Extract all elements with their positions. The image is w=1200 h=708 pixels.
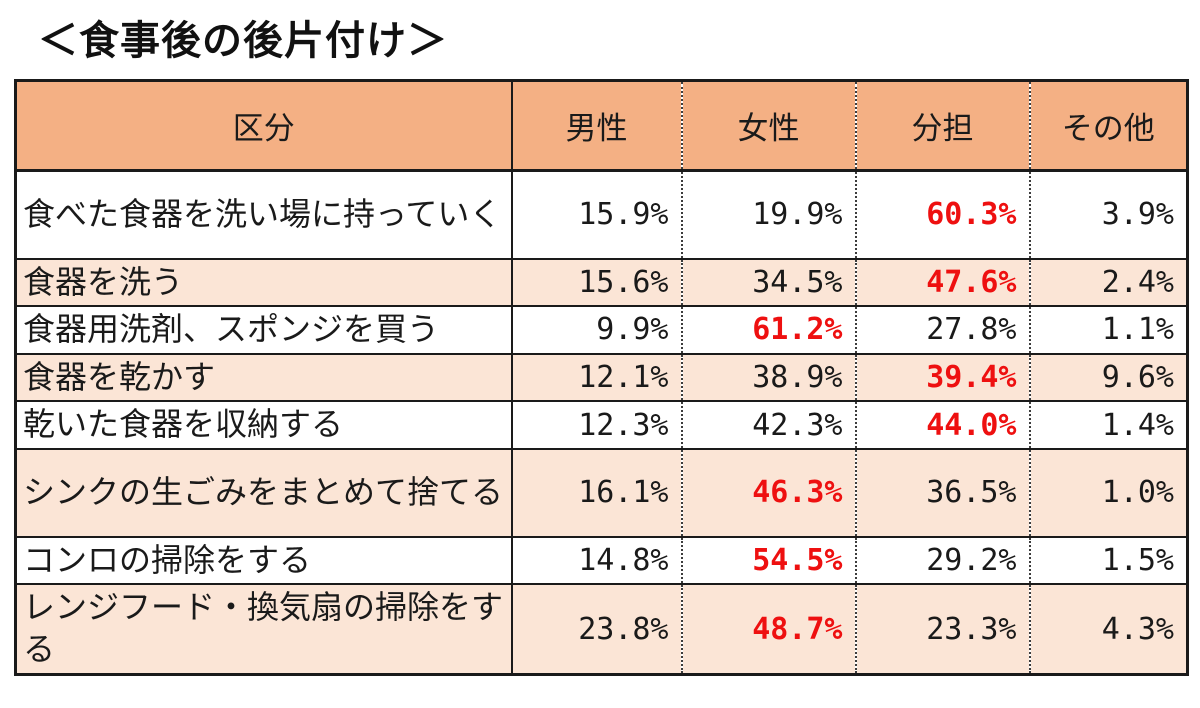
table-row: 食器を洗う 15.6% 34.5% 47.6% 2.4% [15, 257, 1188, 308]
row-label: コンロの掃除をする [15, 535, 512, 586]
value-cell: 34.5% [680, 257, 856, 308]
table-header: 区分 男性 女性 分担 その他 [15, 79, 1188, 172]
value-cell: 15.6% [510, 257, 682, 308]
table-row: 乾いた食器を収納する 12.3% 42.3% 44.0% 1.4% [15, 400, 1188, 450]
value-cell: 19.9% [680, 169, 856, 260]
value-cell-highlighted: 39.4% [854, 352, 1030, 403]
value-cell: 38.9% [680, 352, 856, 403]
value-cell: 14.8% [510, 535, 682, 586]
value-cell: 9.9% [510, 305, 682, 355]
value-cell-highlighted: 47.6% [854, 257, 1030, 308]
value-cell-highlighted: 60.3% [854, 169, 1030, 260]
table-row: シンクの生ごみをまとめて捨てる 16.1% 46.3% 36.5% 1.0% [15, 447, 1188, 538]
value-cell: 36.5% [854, 447, 1030, 538]
table-body: 食べた食器を洗い場に持っていく 15.9% 19.9% 60.3% 3.9% 食器を洗う 1… [15, 169, 1188, 676]
value-cell: 29.2% [854, 535, 1030, 586]
survey-table: 区分 男性 女性 分担 その他 食べた食器を洗い場に持っていく 15.9% 19.9… [14, 79, 1189, 676]
value-cell-highlighted: 54.5% [680, 535, 856, 586]
value-cell: 1.4% [1028, 400, 1188, 450]
value-cell: 2.4% [1028, 257, 1188, 308]
page-title: ＜食事後の後片付け＞ [38, 19, 448, 63]
table-row: 食器用洗剤、スポンジを買う 9.9% 61.2% 27.8% 1.1% [15, 305, 1188, 355]
page: ＜食事後の後片付け＞ 区分 男性 女性 分担 その他 食べた食器を洗い場に持って… [0, 8, 1200, 708]
row-label: 乾いた食器を収納する [15, 400, 512, 450]
value-cell: 9.6% [1028, 352, 1188, 403]
column-header-shared: 分担 [854, 79, 1030, 172]
row-label: 食器を洗う [15, 257, 512, 308]
value-cell: 23.3% [854, 583, 1030, 676]
row-label: 食器用洗剤、スポンジを買う [15, 305, 512, 355]
value-cell-highlighted: 44.0% [854, 400, 1030, 450]
column-header-male: 男性 [510, 79, 682, 172]
header-row: 区分 男性 女性 分担 その他 [15, 79, 1188, 172]
value-cell: 1.1% [1028, 305, 1188, 355]
value-cell: 15.9% [510, 169, 682, 260]
value-cell: 12.1% [510, 352, 682, 403]
row-label: レンジフード・換気扇の掃除をする [15, 583, 512, 676]
row-label: 食器を乾かす [15, 352, 512, 403]
value-cell-highlighted: 61.2% [680, 305, 856, 355]
row-label: 食べた食器を洗い場に持っていく [15, 169, 512, 260]
value-cell: 3.9% [1028, 169, 1188, 260]
table-row: 食器を乾かす 12.1% 38.9% 39.4% 9.6% [15, 352, 1188, 403]
table-row: コンロの掃除をする 14.8% 54.5% 29.2% 1.5% [15, 535, 1188, 586]
value-cell: 27.8% [854, 305, 1030, 355]
value-cell-highlighted: 48.7% [680, 583, 856, 676]
value-cell: 12.3% [510, 400, 682, 450]
value-cell: 1.5% [1028, 535, 1188, 586]
value-cell-highlighted: 46.3% [680, 447, 856, 538]
value-cell: 1.0% [1028, 447, 1188, 538]
column-header-other: その他 [1028, 79, 1188, 172]
value-cell: 16.1% [510, 447, 682, 538]
table-row: レンジフード・換気扇の掃除をする 23.8% 48.7% 23.3% 4.3% [15, 583, 1188, 676]
column-header-female: 女性 [680, 79, 856, 172]
table-row: 食べた食器を洗い場に持っていく 15.9% 19.9% 60.3% 3.9% [15, 169, 1188, 260]
value-cell: 4.3% [1028, 583, 1188, 676]
column-header-category: 区分 [15, 79, 512, 172]
row-label: シンクの生ごみをまとめて捨てる [15, 447, 512, 538]
value-cell: 42.3% [680, 400, 856, 450]
value-cell: 23.8% [510, 583, 682, 676]
